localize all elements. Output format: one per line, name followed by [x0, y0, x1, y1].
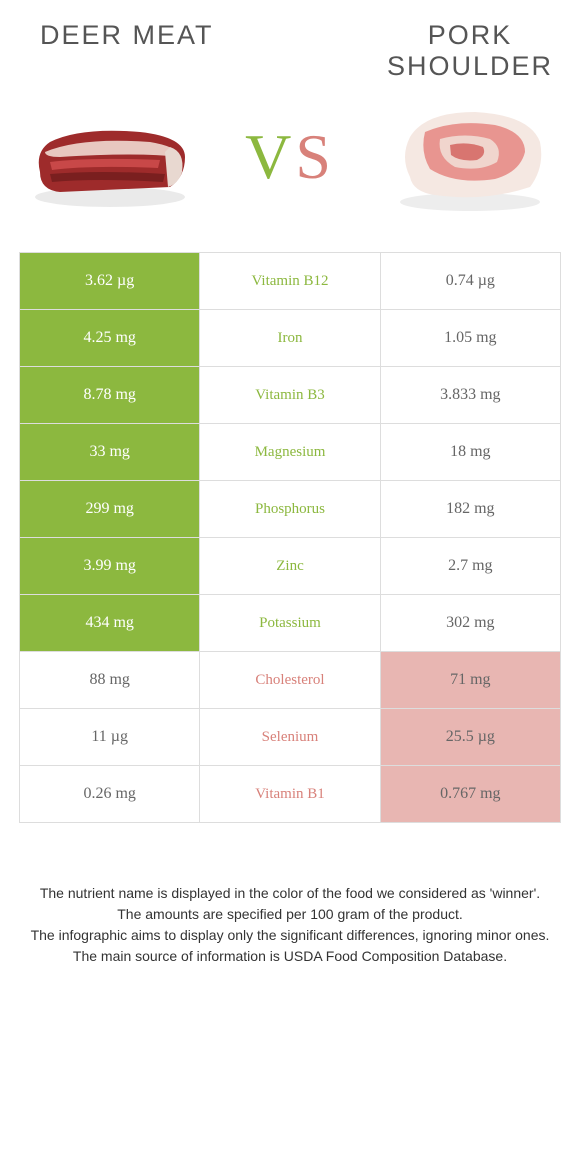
- nutrient-label: Vitamin B12: [199, 253, 380, 309]
- table-row: 0.26 mgVitamin B10.767 mg: [20, 766, 560, 823]
- right-value: 0.767 mg: [381, 766, 560, 822]
- left-value: 3.99 mg: [20, 538, 199, 594]
- nutrient-label: Phosphorus: [199, 481, 380, 537]
- table-row: 3.99 mgZinc2.7 mg: [20, 538, 560, 595]
- table-row: 434 mgPotassium302 mg: [20, 595, 560, 652]
- footnote-line: The infographic aims to display only the…: [20, 925, 560, 946]
- right-value: 182 mg: [381, 481, 560, 537]
- left-value: 434 mg: [20, 595, 199, 651]
- footnote-line: The nutrient name is displayed in the co…: [20, 883, 560, 904]
- left-value: 3.62 µg: [20, 253, 199, 309]
- nutrient-label: Vitamin B3: [199, 367, 380, 423]
- left-value: 8.78 mg: [20, 367, 199, 423]
- nutrient-label: Zinc: [199, 538, 380, 594]
- left-value: 299 mg: [20, 481, 199, 537]
- right-value: 25.5 µg: [381, 709, 560, 765]
- vs-v: V: [245, 121, 295, 192]
- right-value: 3.833 mg: [381, 367, 560, 423]
- vs-s: S: [295, 121, 335, 192]
- table-row: 3.62 µgVitamin B120.74 µg: [20, 253, 560, 310]
- left-value: 33 mg: [20, 424, 199, 480]
- right-value: 0.74 µg: [381, 253, 560, 309]
- left-value: 11 µg: [20, 709, 199, 765]
- left-value: 0.26 mg: [20, 766, 199, 822]
- nutrient-label: Potassium: [199, 595, 380, 651]
- left-food-title: DEER MEAT: [10, 20, 270, 51]
- footnotes: The nutrient name is displayed in the co…: [10, 883, 570, 967]
- right-value: 71 mg: [381, 652, 560, 708]
- nutrient-label: Cholesterol: [199, 652, 380, 708]
- left-value: 4.25 mg: [20, 310, 199, 366]
- nutrient-label: Magnesium: [199, 424, 380, 480]
- vs-label: VS: [245, 120, 335, 194]
- right-value: 302 mg: [381, 595, 560, 651]
- left-food-image: [20, 92, 200, 222]
- nutrient-label: Selenium: [199, 709, 380, 765]
- table-row: 4.25 mgIron1.05 mg: [20, 310, 560, 367]
- right-food-title: PORK SHOULDER: [370, 20, 570, 82]
- footnote-line: The main source of information is USDA F…: [20, 946, 560, 967]
- nutrient-label: Iron: [199, 310, 380, 366]
- nutrient-table: 3.62 µgVitamin B120.74 µg4.25 mgIron1.05…: [19, 252, 561, 823]
- right-value: 1.05 mg: [381, 310, 560, 366]
- footnote-line: The amounts are specified per 100 gram o…: [20, 904, 560, 925]
- right-food-image: [380, 92, 560, 222]
- table-row: 299 mgPhosphorus182 mg: [20, 481, 560, 538]
- table-row: 8.78 mgVitamin B33.833 mg: [20, 367, 560, 424]
- left-value: 88 mg: [20, 652, 199, 708]
- table-row: 11 µgSelenium25.5 µg: [20, 709, 560, 766]
- table-row: 33 mgMagnesium18 mg: [20, 424, 560, 481]
- right-value: 18 mg: [381, 424, 560, 480]
- right-value: 2.7 mg: [381, 538, 560, 594]
- nutrient-label: Vitamin B1: [199, 766, 380, 822]
- table-row: 88 mgCholesterol71 mg: [20, 652, 560, 709]
